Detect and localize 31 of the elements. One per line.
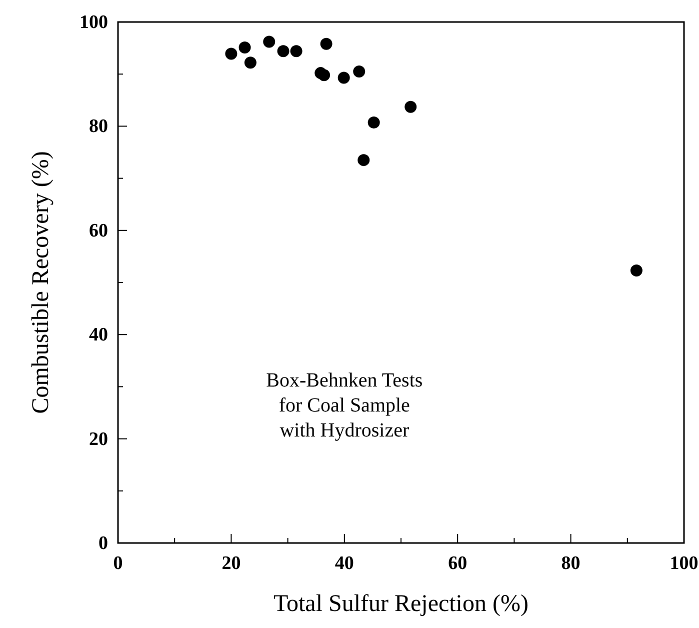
x-tick-label: 40 (334, 553, 354, 574)
y-axis-title: Combustible Recovery (%) (28, 151, 54, 414)
point (630, 264, 642, 277)
point (238, 42, 251, 54)
x-tick-label: 100 (670, 553, 698, 574)
point (338, 72, 350, 84)
point (277, 45, 290, 58)
point (358, 154, 370, 166)
point (318, 69, 330, 82)
point (404, 100, 417, 113)
x-tick-label: 60 (448, 553, 468, 574)
y-tick-label: 20 (89, 428, 108, 450)
x-axis-title: Total Sulfur Rejection (%) (274, 591, 528, 617)
annotation: with Hydrosizer (280, 420, 410, 442)
x-tick-label: 20 (222, 553, 241, 574)
y-tick-label: 80 (89, 116, 108, 138)
point (320, 38, 332, 50)
point (225, 48, 238, 60)
point (353, 65, 366, 78)
y-tick-label: 0 (98, 533, 108, 554)
y-tick-label: 100 (80, 12, 108, 33)
x-tick-label: 80 (561, 553, 580, 574)
annotation: Box-Behnken Tests (266, 370, 423, 392)
point (290, 45, 302, 58)
y-tick-label: 60 (89, 220, 108, 242)
x-tick-label: 0 (113, 553, 123, 574)
point (244, 56, 256, 69)
point (263, 36, 276, 48)
y-tick-label: 40 (89, 324, 108, 346)
point (368, 116, 380, 129)
annotation: for Coal Sample (278, 394, 410, 417)
